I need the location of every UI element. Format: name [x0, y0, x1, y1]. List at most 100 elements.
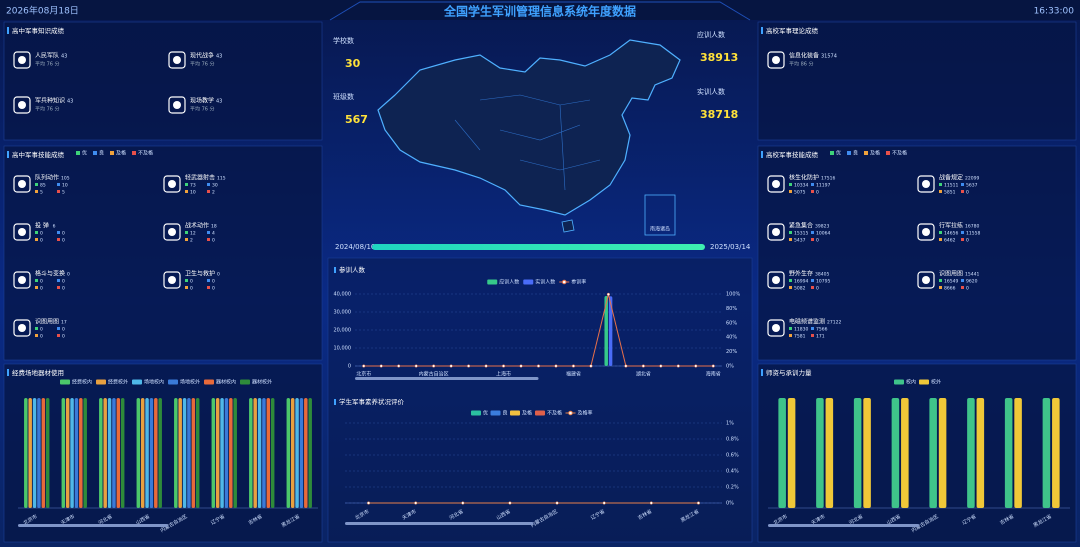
- bar: [304, 398, 308, 508]
- grade-value: 0: [62, 327, 65, 333]
- item-icon: [917, 271, 935, 289]
- bar: [863, 398, 871, 508]
- grade-dot: [811, 279, 814, 282]
- legend-label: 应训人数: [499, 279, 519, 286]
- y-tick-label: 20,000: [334, 328, 352, 334]
- line-point: [571, 364, 576, 368]
- bar: [112, 398, 116, 508]
- item-icon: [767, 175, 785, 193]
- sea-label: 南海诸岛: [650, 226, 670, 233]
- grade-value: 11511: [944, 183, 958, 189]
- bar: [1004, 398, 1013, 508]
- grade-dot: [789, 286, 792, 289]
- item-icon: [168, 51, 186, 69]
- line-point: [414, 364, 418, 368]
- panel: [757, 363, 1077, 543]
- grade-dot: [939, 231, 942, 234]
- grade-value: 14656: [944, 231, 958, 237]
- panel: [327, 257, 753, 543]
- line-point: [501, 364, 506, 368]
- bar: [149, 398, 154, 508]
- item-count: 115: [217, 176, 226, 182]
- item-icon-glyph: [18, 228, 26, 236]
- grade-value: 16994: [794, 279, 808, 285]
- panel-accent: [761, 151, 763, 158]
- grade-value: 2: [212, 190, 215, 196]
- bar: [262, 398, 266, 508]
- bar: [37, 398, 41, 508]
- grade-value: 0: [966, 238, 969, 244]
- item-icon: [163, 175, 181, 193]
- bar: [1052, 398, 1060, 508]
- bar: [74, 398, 79, 508]
- grade-value: 0: [40, 327, 43, 333]
- item-name: 核生化防护: [789, 174, 819, 182]
- bar: [778, 398, 786, 508]
- grade-dot: [811, 238, 814, 241]
- grade-value: 10: [62, 183, 68, 189]
- item-icon-glyph: [173, 101, 181, 109]
- item-name: 识图用图: [35, 319, 59, 326]
- x-tick-label: 湖北省: [636, 371, 651, 378]
- legend-swatch: [847, 151, 851, 155]
- legend-label: 经费校外: [108, 379, 128, 386]
- legend-swatch: [886, 151, 890, 155]
- grade-dot: [789, 238, 792, 241]
- grade-value: 8666: [944, 286, 956, 292]
- grade-value: 11830: [794, 327, 808, 333]
- header-time: 16:33:00: [1034, 7, 1075, 17]
- y2-tick-label: 0.4%: [726, 469, 739, 475]
- bar: [938, 398, 947, 508]
- grade-dot: [789, 190, 792, 193]
- line-point: [555, 501, 559, 505]
- bar: [116, 398, 121, 508]
- item-icon-glyph: [18, 180, 26, 188]
- legend-swatch: [96, 379, 106, 385]
- grade-dot: [939, 183, 942, 186]
- line-point: [606, 292, 610, 296]
- legend-label: 经费校内: [72, 379, 92, 386]
- bar: [107, 398, 112, 508]
- legend-dot: [568, 410, 573, 416]
- grade-dot: [811, 286, 814, 289]
- bar: [70, 398, 74, 508]
- item-count: 22099: [965, 176, 979, 182]
- timeline-end: 2025/03/14: [710, 243, 751, 251]
- grade-value: 5437: [794, 238, 806, 244]
- item-name: 电磁频谱监测: [789, 318, 825, 326]
- panel-accent: [7, 369, 9, 376]
- item-name: 格斗与变换: [35, 270, 65, 278]
- bar: [299, 398, 304, 508]
- y2-tick-label: 80%: [726, 306, 737, 312]
- bar: [103, 398, 107, 508]
- item-icon: [917, 223, 935, 241]
- panel-accent: [7, 151, 9, 158]
- stat-label: 学校数: [333, 36, 354, 45]
- item-average: 平均 76 分: [190, 61, 215, 68]
- bar: [1042, 398, 1051, 508]
- bar: [266, 398, 271, 508]
- grade-value: 10: [190, 190, 196, 196]
- grade-value: 0: [40, 238, 43, 244]
- legend-label: 实训人数: [535, 279, 555, 286]
- line-point: [711, 364, 715, 368]
- grade-value: 0: [62, 279, 65, 285]
- grade-dot: [961, 286, 964, 289]
- grade-dot: [207, 286, 210, 289]
- bar: [891, 398, 900, 508]
- stat-value: 567: [345, 113, 368, 126]
- bar: [286, 398, 291, 508]
- panel-title: 高校军事理论成绩: [766, 26, 819, 35]
- grade-value: 30: [212, 183, 218, 189]
- legend-swatch: [894, 379, 904, 385]
- legend-swatch: [471, 410, 481, 416]
- bar: [787, 398, 796, 508]
- grade-value: 4: [212, 231, 215, 237]
- grade-dot: [207, 183, 210, 186]
- item-icon-glyph: [18, 276, 26, 284]
- grade-dot: [207, 279, 210, 282]
- item-icon-glyph: [18, 101, 26, 109]
- legend-label: 及格: [116, 150, 126, 157]
- grade-value: 171: [816, 334, 825, 340]
- bar: [249, 398, 253, 508]
